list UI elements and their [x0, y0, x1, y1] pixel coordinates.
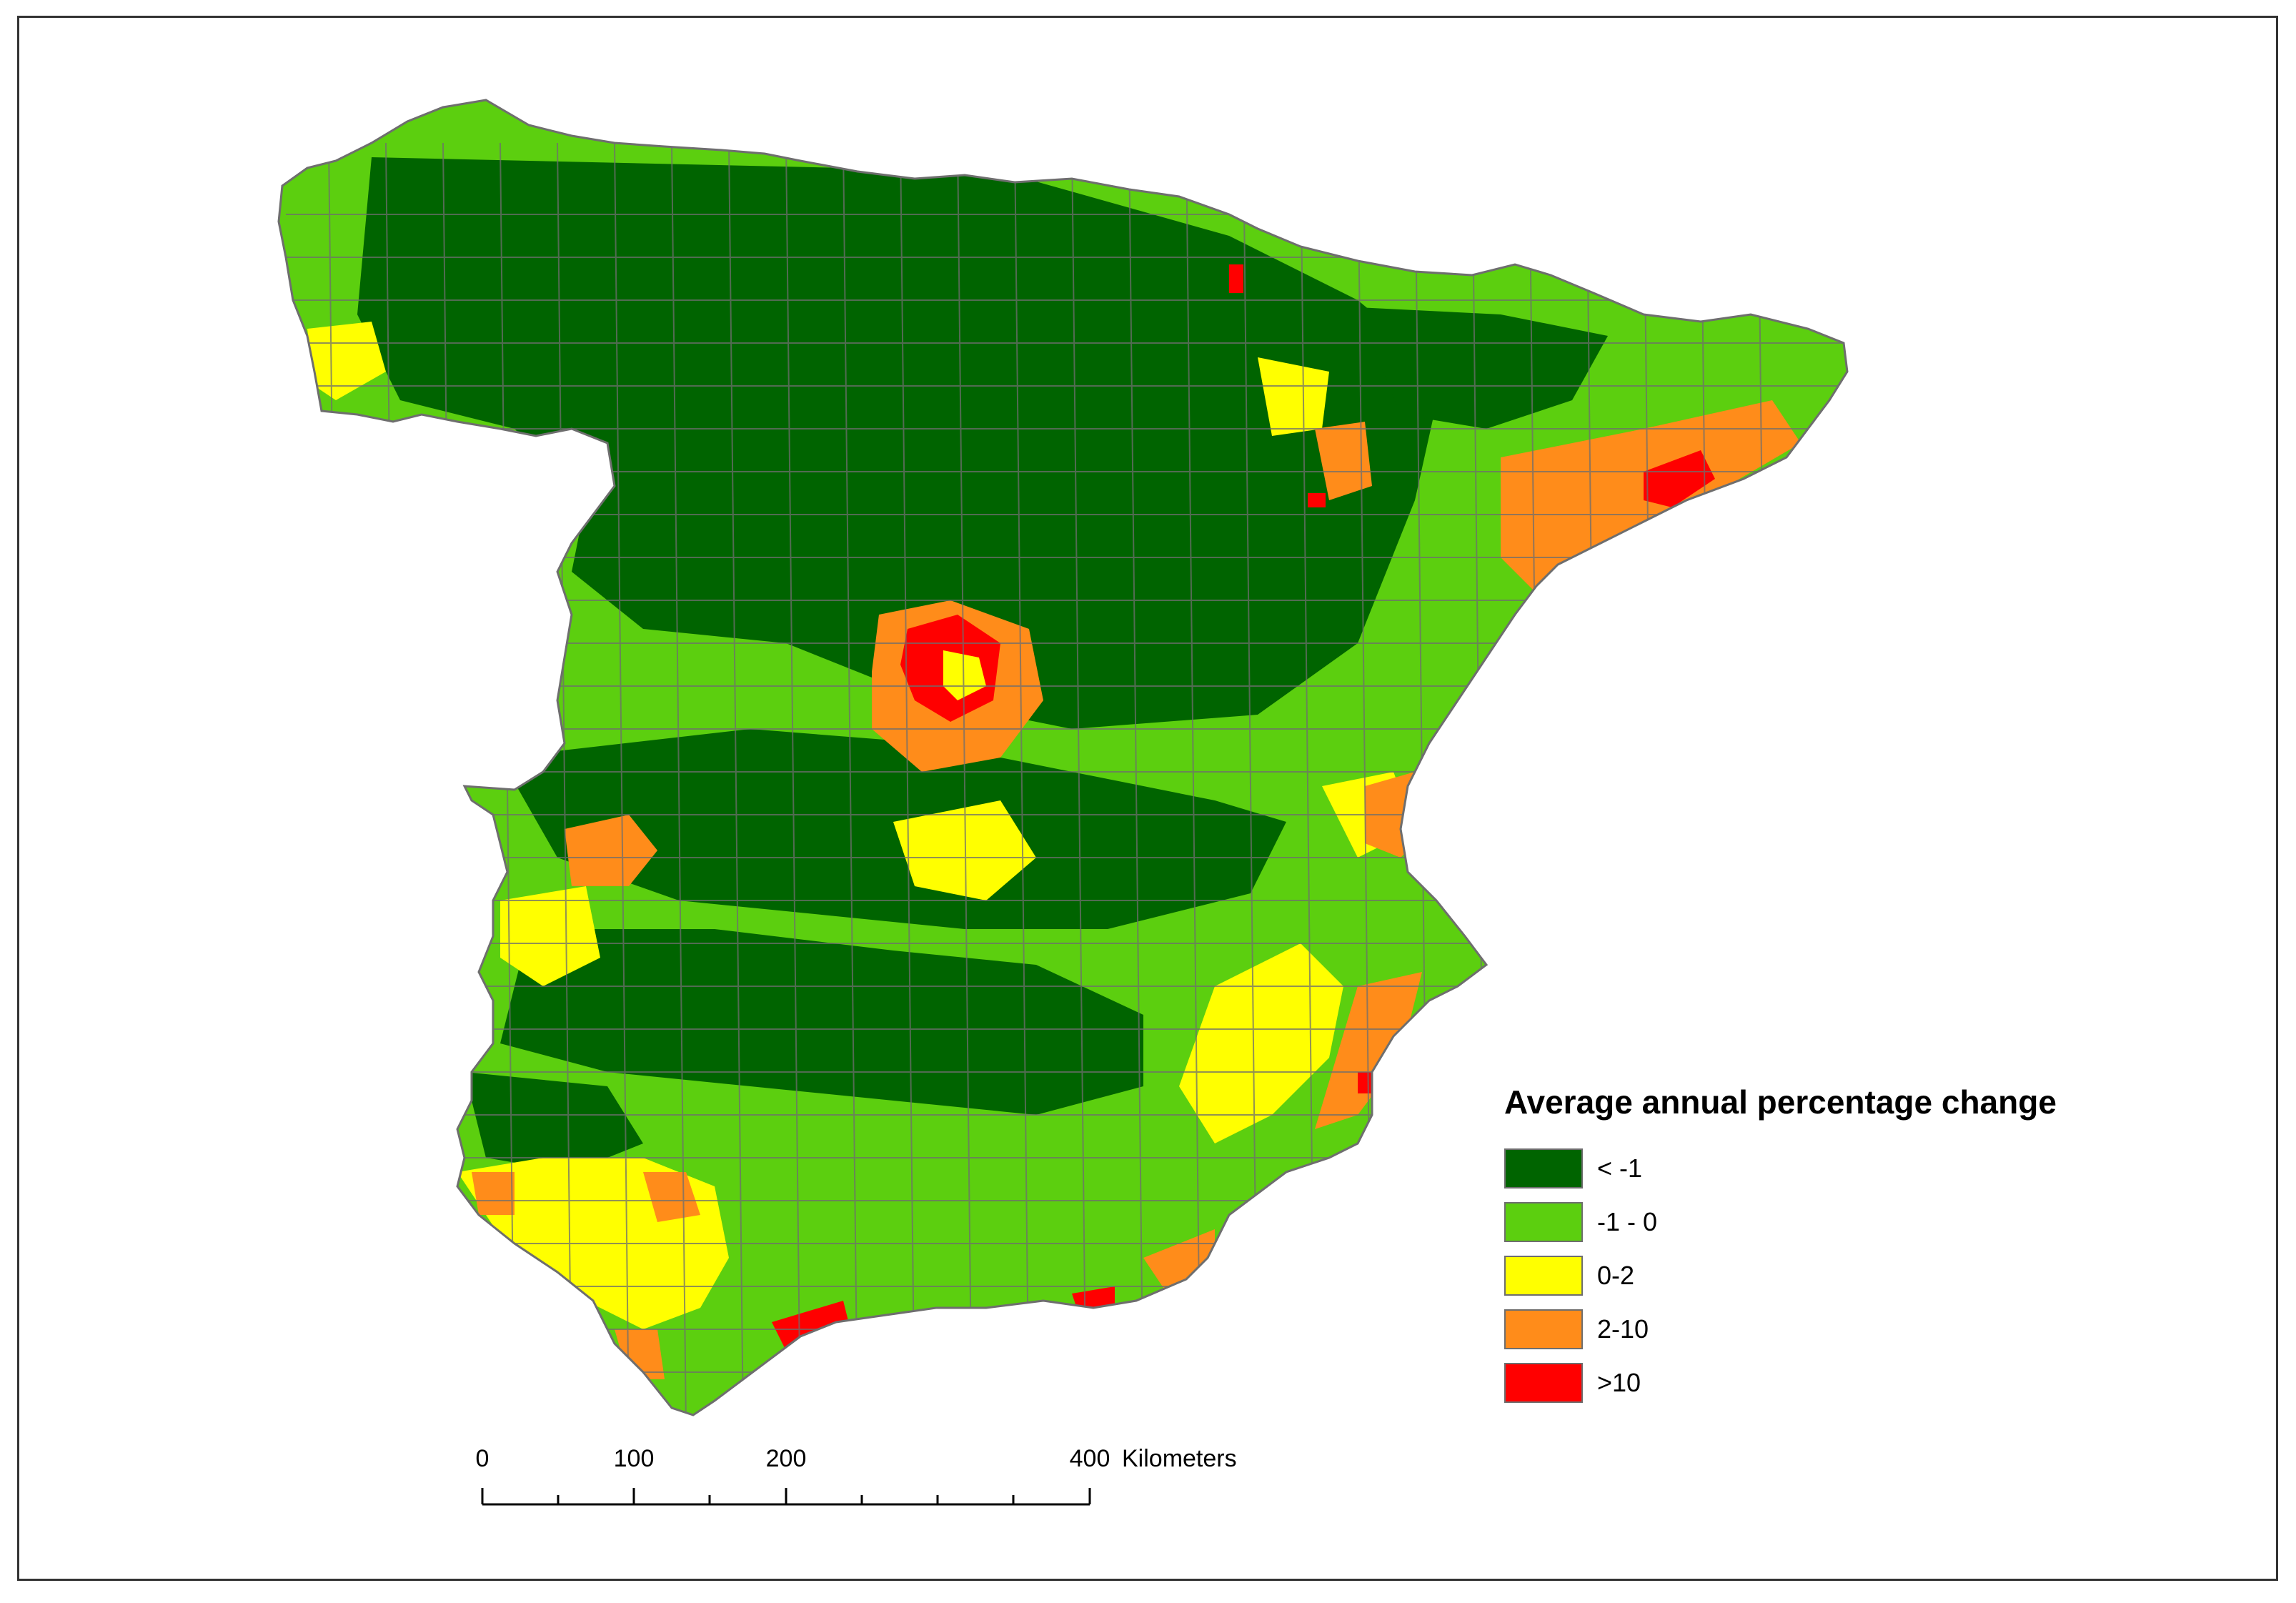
legend-swatch	[1504, 1309, 1583, 1349]
region-red-alicante	[1358, 1072, 1372, 1093]
scalebar-graphic	[481, 1488, 1091, 1506]
legend-item: -1 - 0	[1504, 1195, 2147, 1249]
map-frame	[17, 16, 2278, 1581]
region-yellow-galicia	[307, 322, 386, 400]
region-red-madrid-center	[943, 650, 986, 700]
scalebar-label-200: 200	[765, 1445, 807, 1472]
legend: Average annual percentage change < -1 -1…	[1504, 1083, 2147, 1409]
region-orange-caceres	[565, 815, 657, 886]
region-yellow-west	[500, 886, 600, 986]
region-dark-ne	[1358, 307, 1608, 429]
legend-swatch	[1504, 1255, 1583, 1296]
region-orange-zaragoza	[1315, 422, 1372, 500]
legend-label: 0-2	[1597, 1260, 1635, 1290]
legend-label: -1 - 0	[1597, 1206, 1658, 1236]
region-dark-sw	[464, 1072, 643, 1172]
region-yellow-ebro	[1258, 357, 1329, 436]
legend-label: >10	[1597, 1367, 1641, 1397]
scalebar-label-0: 0	[475, 1445, 489, 1472]
legend-item: 2-10	[1504, 1302, 2147, 1356]
scalebar-unit: Kilometers	[1122, 1445, 1237, 1472]
region-dark-center	[500, 729, 1286, 929]
legend-item: >10	[1504, 1356, 2147, 1409]
region-dark-south	[500, 929, 1143, 1115]
region-orange-huelva	[472, 1172, 515, 1215]
legend-label: < -1	[1597, 1153, 1643, 1183]
legend-item: < -1	[1504, 1141, 2147, 1195]
region-red-navarra	[1229, 264, 1243, 293]
legend-label: 2-10	[1597, 1314, 1649, 1344]
legend-swatch	[1504, 1201, 1583, 1242]
region-yellow-se	[1179, 943, 1343, 1143]
region-red-barcelona	[1644, 450, 1715, 507]
scalebar-label-400: 400	[1069, 1445, 1110, 1472]
region-red-malaga	[772, 1301, 850, 1351]
region-red-huesca	[1308, 493, 1326, 507]
legend-swatch	[1504, 1148, 1583, 1188]
region-orange-sevilla	[643, 1172, 700, 1222]
legend-item: 0-2	[1504, 1249, 2147, 1302]
scalebar-label-100: 100	[613, 1445, 655, 1472]
legend-swatch	[1504, 1362, 1583, 1403]
legend-title: Average annual percentage change	[1504, 1083, 2057, 1121]
